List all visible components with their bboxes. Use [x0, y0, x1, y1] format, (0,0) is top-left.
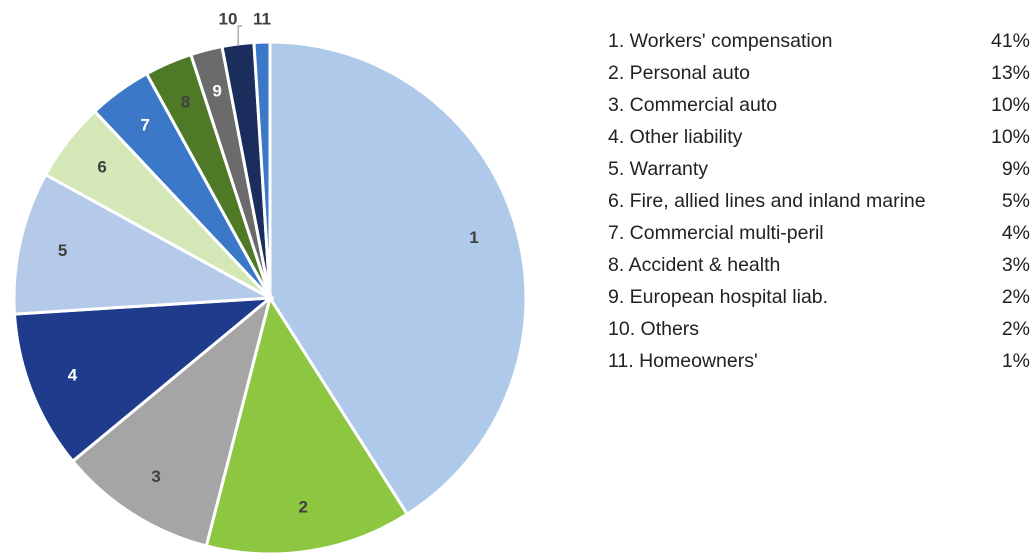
legend-value: 3%	[1001, 254, 1030, 276]
legend-entry: 1. Workers' compensation 41%	[608, 30, 1030, 53]
legend-value: 10%	[990, 126, 1030, 148]
legend-label: 7. Commercial multi-peril	[608, 222, 824, 244]
legend-entry: 3. Commercial auto 10%	[608, 94, 1030, 117]
legend-entry: 11. Homeowners' 1%	[608, 350, 1030, 373]
legend-label: 4. Other liability	[608, 126, 743, 148]
pie-slice	[252, 40, 272, 299]
legend-value: 5%	[1001, 190, 1030, 212]
legend-value: 9%	[1001, 158, 1030, 180]
slice-label: 1	[469, 228, 478, 247]
pie-slice	[12, 172, 276, 316]
legend-label: 2. Personal auto	[608, 62, 751, 84]
legend-label: 3. Commercial auto	[608, 94, 778, 116]
legend-value: 4%	[1001, 222, 1030, 244]
legend: 1. Workers' compensation 41% 2. Personal a…	[608, 30, 1030, 382]
legend-value: 13%	[990, 62, 1030, 84]
legend-label: 1. Workers' compensation	[608, 30, 833, 52]
legend-value: 41%	[990, 30, 1030, 52]
legend-label: 10. Others	[608, 318, 700, 340]
legend-entry: 5. Warranty 9%	[608, 158, 1030, 181]
legend-entry: 2. Personal auto 13%	[608, 62, 1030, 85]
slice-label: 7	[140, 116, 149, 135]
slice-label: 10	[219, 9, 238, 28]
slice-label: 6	[97, 157, 106, 176]
slice-label: 8	[181, 92, 190, 111]
pie-slice	[70, 293, 273, 548]
slice-label: 5	[58, 241, 67, 260]
legend-entry: 10. Others 2%	[608, 318, 1030, 341]
legend-label: 9. European hospital liab.	[608, 286, 829, 308]
leader-line	[237, 25, 242, 47]
pie-chart: 1 2 3 4 5 6 7 8 9 10 11	[12, 9, 528, 555]
pie-slice	[204, 294, 410, 555]
legend-entry: 8. Accident & health 3%	[608, 254, 1030, 277]
legend-entry: 6. Fire, allied lines and inland marine 5…	[608, 190, 1030, 213]
legend-entry: 7. Commercial multi-peril 4%	[608, 222, 1030, 245]
slice-label: 4	[68, 366, 78, 385]
slice-label: 11	[253, 9, 271, 28]
legend-label: 6. Fire, allied lines and inland marine	[608, 190, 926, 212]
slice-label: 2	[299, 497, 308, 516]
legend-value: 10%	[990, 94, 1030, 116]
slice-label: 9	[212, 82, 221, 101]
pie-slice	[12, 296, 275, 464]
legend-label: 8. Accident & health	[608, 254, 781, 276]
legend-entry: 9. European hospital liab. 2%	[608, 286, 1030, 309]
legend-label: 5. Warranty	[608, 158, 709, 180]
legend-label: 11. Homeowners'	[608, 350, 758, 372]
legend-value: 2%	[1001, 318, 1030, 340]
legend-value: 1%	[1001, 350, 1030, 372]
slice-label: 3	[151, 467, 160, 486]
legend-entry: 4. Other liability 10%	[608, 126, 1030, 149]
legend-value: 2%	[1001, 286, 1030, 308]
